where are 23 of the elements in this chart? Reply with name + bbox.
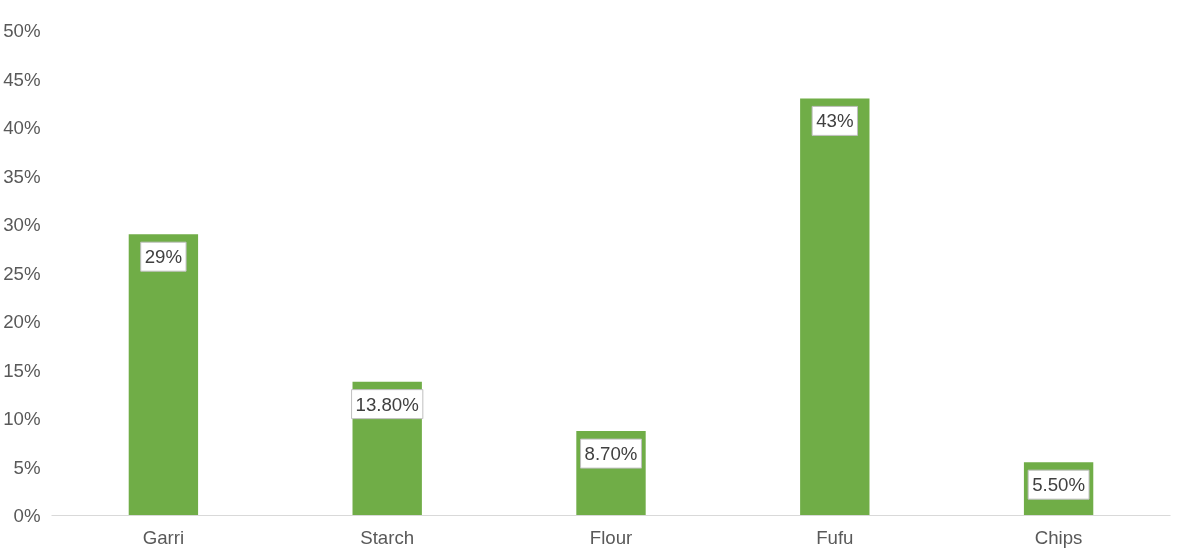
y-tick-label: 15%	[3, 359, 41, 381]
x-tick-label: Garri	[142, 526, 185, 548]
data-label: 29%	[144, 246, 183, 268]
x-tick-label: Starch	[360, 526, 415, 548]
x-tick-label: Flour	[589, 526, 633, 548]
x-tick-label: Fufu	[816, 526, 854, 548]
x-tick-label: Chips	[1034, 526, 1083, 548]
y-tick-label: 45%	[3, 68, 41, 90]
y-tick-label: 20%	[3, 311, 41, 332]
bar	[128, 234, 199, 516]
y-tick-label: 50%	[3, 20, 41, 41]
bar	[800, 98, 870, 516]
y-tick-label: 35%	[3, 165, 41, 187]
y-tick-label: 5%	[13, 456, 41, 478]
data-label: 13.80%	[355, 393, 419, 415]
y-tick-label: 10%	[3, 408, 41, 429]
y-tick-label: 30%	[3, 214, 41, 235]
y-tick-label: 40%	[3, 117, 41, 138]
data-label: 5.50%	[1032, 474, 1086, 496]
y-tick-label: 0%	[13, 505, 41, 526]
data-label: 43%	[816, 110, 854, 132]
y-tick-label: 25%	[3, 262, 41, 284]
data-label: 8.70%	[584, 443, 638, 465]
